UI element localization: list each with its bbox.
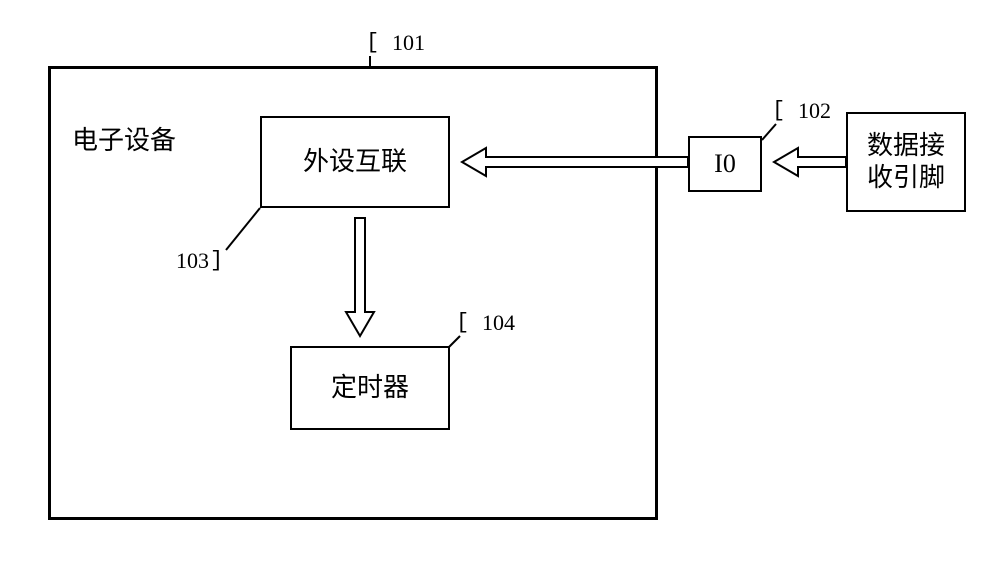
data-receive-pin-label-line2: 收引脚 xyxy=(867,162,945,195)
ref-102-number: 102 xyxy=(798,98,831,124)
io-label: I0 xyxy=(714,148,736,181)
diagram-canvas: 电子设备 外设互联 定时器 I0 数据接 收引脚 [ 101 [ 102 103… xyxy=(0,0,1000,578)
ref-101-leader xyxy=(370,56,371,66)
electronic-device-title: 电子设备 xyxy=(72,120,176,157)
ref-102-leader xyxy=(762,124,776,140)
arrow-data-to-io xyxy=(771,145,849,179)
ref-101-bracket: [ xyxy=(366,30,379,55)
ref-104-number: 104 xyxy=(482,310,515,336)
peripheral-interconnect-box: 外设互联 xyxy=(260,116,450,208)
peripheral-interconnect-label: 外设互联 xyxy=(303,146,407,179)
ref-101-number: 101 xyxy=(392,30,425,56)
ref-103-bracket: ] xyxy=(210,248,223,273)
ref-103-number: 103 xyxy=(176,248,209,274)
io-box: I0 xyxy=(688,136,762,192)
data-receive-pin-box: 数据接 收引脚 xyxy=(846,112,966,212)
ref-104-bracket: [ xyxy=(456,310,469,335)
timer-label: 定时器 xyxy=(331,372,409,405)
data-receive-pin-label-line1: 数据接 xyxy=(867,130,945,163)
ref-102-bracket: [ xyxy=(772,98,785,123)
timer-box: 定时器 xyxy=(290,346,450,430)
